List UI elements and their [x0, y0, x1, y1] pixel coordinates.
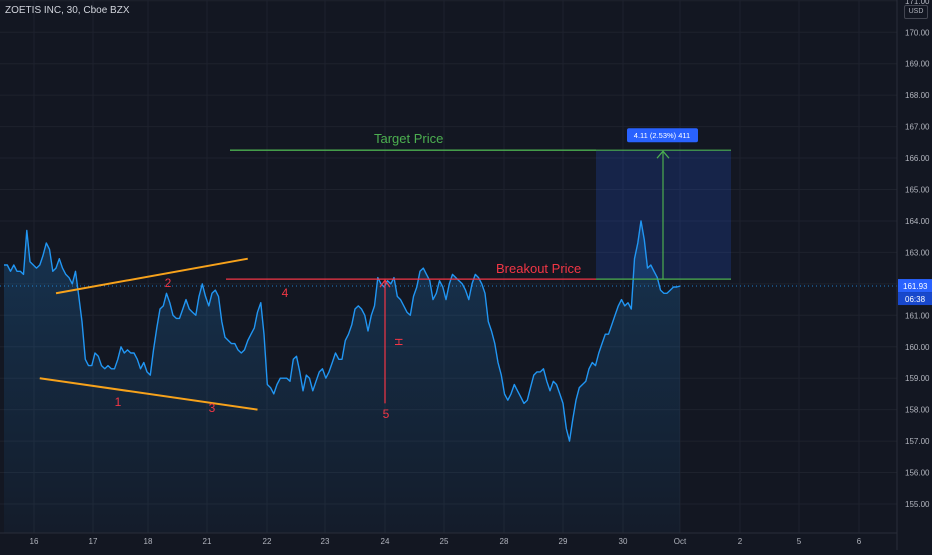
up-arrow-icon: [379, 279, 391, 288]
time-tick-label: 23: [321, 537, 330, 546]
series-area: [4, 220, 680, 533]
price-tick-label: 160.00: [905, 343, 930, 352]
price-tick-label: 165.00: [905, 186, 930, 195]
time-tick-label: Oct: [674, 537, 687, 546]
price-tick-label: 166.00: [905, 154, 930, 163]
countdown-badge: [898, 292, 932, 306]
price-series-line[interactable]: [4, 220, 681, 442]
measure-badge[interactable]: [627, 128, 698, 143]
currency-badge[interactable]: USD: [904, 5, 928, 19]
price-tick-label: 155.00: [905, 500, 930, 509]
last-price-label: 161.93: [903, 282, 928, 291]
time-tick-label: 25: [440, 537, 449, 546]
price-tick-label: 159.00: [905, 374, 930, 383]
price-tick-label: 164.00: [905, 217, 930, 226]
height-marker-label: H: [392, 338, 404, 346]
countdown-label: 06:38: [905, 295, 926, 304]
price-tick-label: 170.00: [905, 28, 930, 37]
time-tick-label: 2: [738, 537, 743, 546]
time-tick-label: 21: [203, 537, 212, 546]
pivot-label-1: 1: [115, 395, 122, 409]
up-arrow-icon: [656, 150, 670, 159]
time-tick-label: 29: [559, 537, 568, 546]
pivot-label-5: 5: [383, 407, 390, 421]
trendline-lower[interactable]: [39, 377, 258, 411]
price-tick-label: 163.00: [905, 248, 930, 257]
price-tick-label: 169.00: [905, 60, 930, 69]
time-tick-label: 30: [619, 537, 628, 546]
price-tick-label: 168.00: [905, 91, 930, 100]
time-tick-label: 17: [89, 537, 98, 546]
price-tick-label: 158.00: [905, 406, 930, 415]
time-tick-label: 16: [30, 537, 39, 546]
time-tick-label: 24: [381, 537, 390, 546]
price-axis: 155.00 156.00 157.00 158.00 159.00 160.00 161.…: [896, 0, 932, 550]
pivot-label-2: 2: [165, 276, 172, 290]
symbol-title: ZOETIS INC, 30, Cboe BZX: [5, 5, 130, 16]
pivot-label-4: 4: [282, 286, 289, 300]
price-tick-label: 157.00: [905, 437, 930, 446]
last-price-badge: [898, 279, 932, 293]
trendline-upper[interactable]: [55, 257, 248, 295]
price-tick-label: 161.00: [905, 311, 930, 320]
time-tick-label: 22: [263, 537, 272, 546]
target-price-label: Target Price: [374, 131, 443, 146]
time-tick-label: 18: [144, 537, 153, 546]
time-tick-label: 6: [857, 537, 862, 546]
price-tick-label: 156.00: [905, 469, 930, 478]
measure-badge-label: 4.11 (2.53%) 411: [634, 131, 690, 140]
price-tick-label: 171.00: [905, 0, 930, 6]
time-axis: 16 17 18 21 22 23 24 25 28 29 30 Oct 2 5 6: [0, 532, 897, 546]
pivot-label-3: 3: [209, 401, 216, 415]
breakout-price-label: Breakout Price: [496, 261, 581, 276]
time-tick-label: 28: [500, 537, 509, 546]
time-tick-label: 5: [797, 537, 802, 546]
price-tick-label: 167.00: [905, 123, 930, 132]
